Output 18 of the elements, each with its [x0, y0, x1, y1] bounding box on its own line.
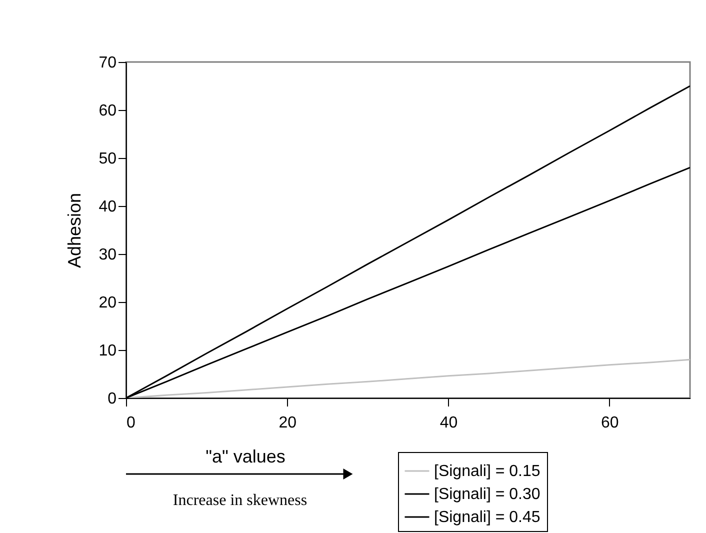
y-tick-label: 10 [98, 342, 117, 360]
x-tick-label: 60 [601, 414, 619, 432]
y-tick-label: 70 [98, 54, 117, 72]
y-tick-label: 0 [108, 390, 117, 408]
legend-label: [Signali] = 0.45 [434, 509, 540, 526]
y-tick-label: 20 [98, 294, 117, 312]
x-tick-label: 20 [278, 414, 297, 432]
x-tick-label: 0 [126, 414, 136, 432]
y-tick-label: 60 [98, 102, 117, 120]
y-tick-label: 50 [98, 150, 117, 168]
y-axis-title: Adhesion [64, 192, 85, 268]
x-tick-label: 40 [440, 414, 458, 432]
y-tick-label: 40 [98, 198, 117, 216]
legend-label: [Signali] = 0.30 [434, 486, 540, 503]
y-tick-label: 30 [98, 246, 117, 264]
text: Increase in skewness [172, 492, 308, 509]
x-axis-title: "a" values [206, 446, 286, 466]
legend-label: [Signali] = 0.15 [434, 463, 540, 480]
